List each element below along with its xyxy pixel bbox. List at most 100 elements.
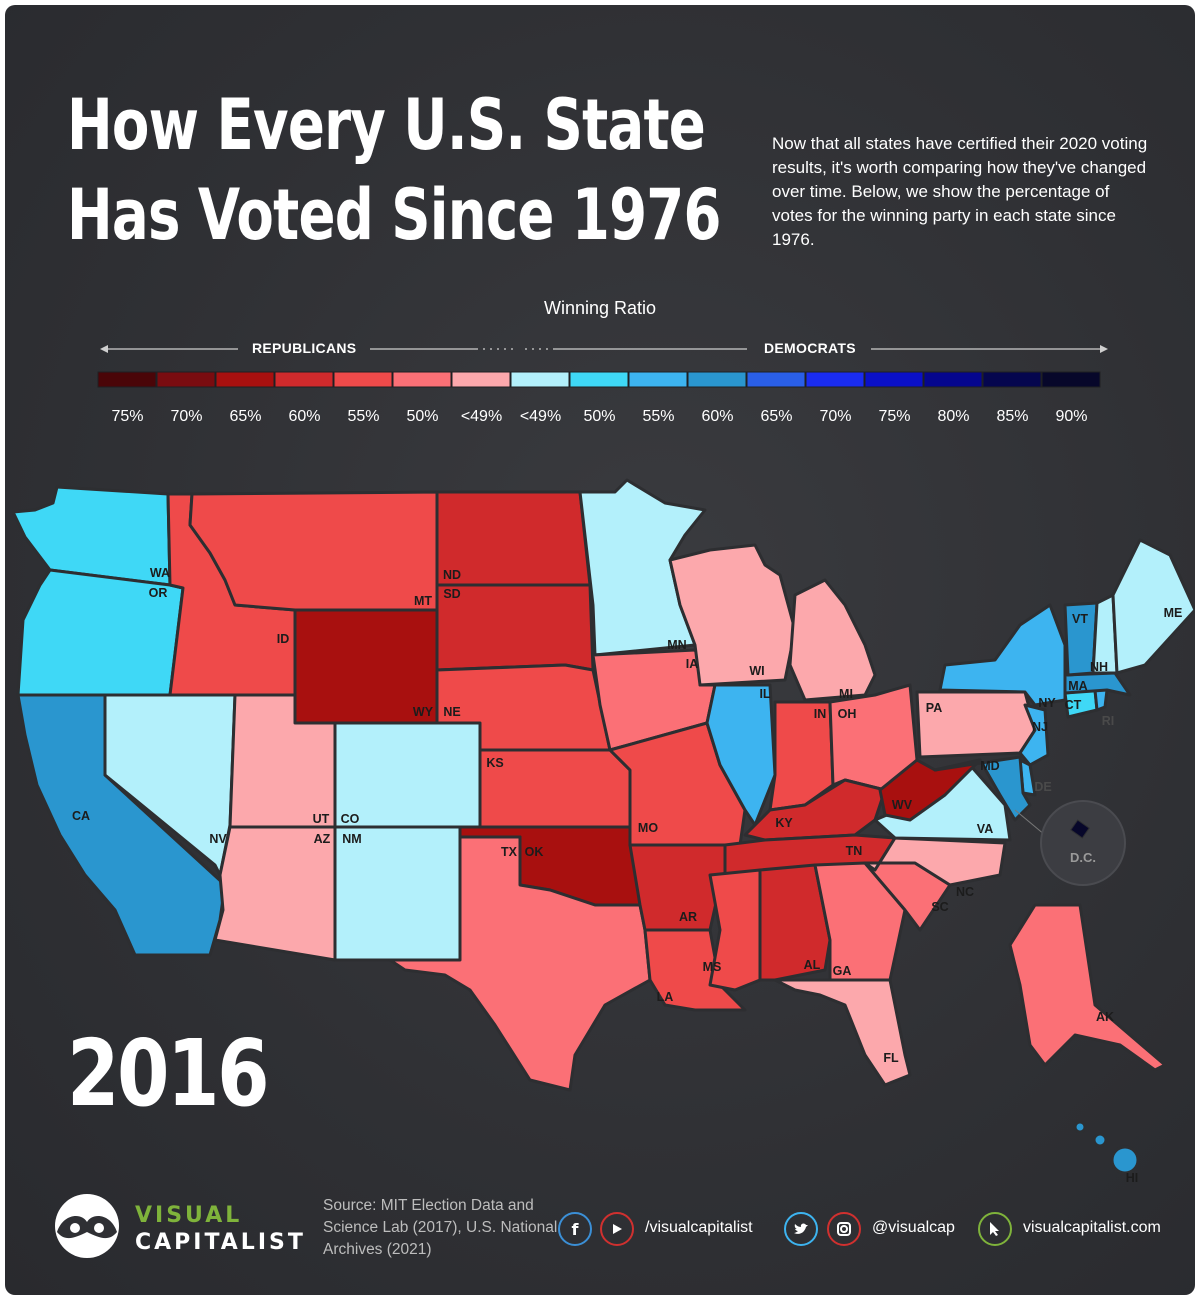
state-hi-group [1073,1120,1140,1175]
label-co: CO [341,812,360,826]
label-ak: AK [1096,1010,1114,1024]
label-nm: NM [342,832,361,846]
label-la: LA [657,990,674,1004]
label-sc: SC [931,900,948,914]
state-labels: WA OR CA NV ID MT WY UT AZ CO NM ND SD N… [72,566,1182,1185]
legend-swatch [392,371,452,388]
legend-bin-label: 70% [170,408,203,425]
website-link[interactable]: visualcapitalist.com [1023,1219,1161,1236]
state-tx [388,835,652,1092]
state-md [933,755,1032,822]
label-ok: OK [525,845,544,859]
label-fl: FL [883,1051,899,1065]
label-oh: OH [838,707,857,721]
label-nj: NJ [1032,720,1048,734]
state-hi-island [1092,1132,1108,1148]
twitter-handle[interactable]: @visualcap [872,1219,955,1236]
label-ms: MS [703,960,722,974]
dc-callout: D.C. [1014,800,1126,886]
visual-capitalist-logo-icon [55,1194,119,1258]
legend-bin-label: 60% [701,408,734,425]
label-hi: HI [1126,1171,1139,1185]
arrow-right-icon [1100,345,1108,353]
label-wy: WY [413,705,434,719]
label-il: IL [759,687,770,701]
intro-text: Now that all states have certified their… [772,134,1148,249]
state-la [643,928,747,1012]
legend-bin-label: 65% [760,408,793,425]
legend-swatch [156,371,216,388]
cursor-icon[interactable] [978,1212,1012,1246]
state-ri [1093,688,1109,712]
legend-swatch [215,371,275,388]
label-ri: RI [1102,714,1115,728]
legend-title: Winning Ratio [543,298,657,318]
legend-swatch [510,371,570,388]
label-de: DE [1034,780,1051,794]
label-ks: KS [486,756,503,770]
label-id: ID [277,632,290,646]
legend-swatch [982,371,1042,388]
legend-bin-label: 55% [642,408,675,425]
label-wv: WV [892,798,913,812]
brand-wordmark[interactable]: VISUAL CAPITALIST [135,1202,306,1256]
state-me [1111,538,1195,675]
label-ma: MA [1068,679,1087,693]
us-map: D.C. WA OR CA NV ID MT WY UT AZ CO NM ND… [11,478,1195,1185]
label-nc: NC [956,885,974,899]
legend-swatch [569,371,629,388]
instagram-icon[interactable] [827,1212,861,1246]
state-ny [938,603,1067,707]
democrats-label: DEMOCRATS [764,340,856,356]
brand-top: VISUAL [135,1203,243,1228]
label-mn: MN [667,638,686,652]
label-me: ME [1164,606,1183,620]
legend-swatch [97,371,157,388]
legend-swatch [274,371,334,388]
label-ky: KY [775,816,793,830]
label-al: AL [804,958,821,972]
infographic-frame: How Every U.S. State Has Voted Since 197… [5,5,1195,1295]
label-sd: SD [443,587,460,601]
legend-bin-label: 80% [937,408,970,425]
label-pa: PA [926,701,942,715]
label-wa: WA [150,566,170,580]
youtube-icon[interactable] [600,1212,634,1246]
legend-swatch [864,371,924,388]
state-mi [788,578,877,702]
facebook-icon[interactable]: f [558,1212,592,1246]
legend-swatch [687,371,747,388]
legend-bin-label: 85% [996,408,1029,425]
label-ca: CA [72,809,90,823]
state-ak [1008,903,1167,1072]
legend-swatch [1041,371,1101,388]
state-hi [1110,1145,1140,1175]
youtube-handle[interactable]: /visualcapitalist [645,1219,753,1236]
source-note: Source: MIT Election Data and Science La… [323,1197,558,1258]
title-line-1: How Every U.S. State [67,84,706,166]
label-ga: GA [833,964,852,978]
label-or: OR [149,586,168,600]
label-tn: TN [846,844,863,858]
label-ne: NE [443,705,460,719]
twitter-icon[interactable] [784,1212,818,1246]
dc-label: D.C. [1070,850,1096,865]
republicans-label: REPUBLICANS [252,340,357,356]
legend-bin-label: 65% [229,408,262,425]
label-mi: MI [839,687,853,701]
state-fl [773,978,912,1087]
label-ct: CT [1065,698,1082,712]
state-nm [333,825,462,962]
legend-bin-label: 50% [583,408,616,425]
label-nh: NH [1090,660,1108,674]
legend-bin-label: 50% [406,408,439,425]
state-dc [1070,819,1090,839]
label-tx: TX [501,845,518,859]
label-md: MD [980,759,999,773]
legend-color-bar [97,371,1101,388]
label-ia: IA [686,657,699,671]
title-line-2: Has Voted Since 1976 [67,174,722,256]
legend-swatch [628,371,688,388]
legend-arrows [100,345,1108,353]
legend-bin-label: <49% [519,408,562,425]
